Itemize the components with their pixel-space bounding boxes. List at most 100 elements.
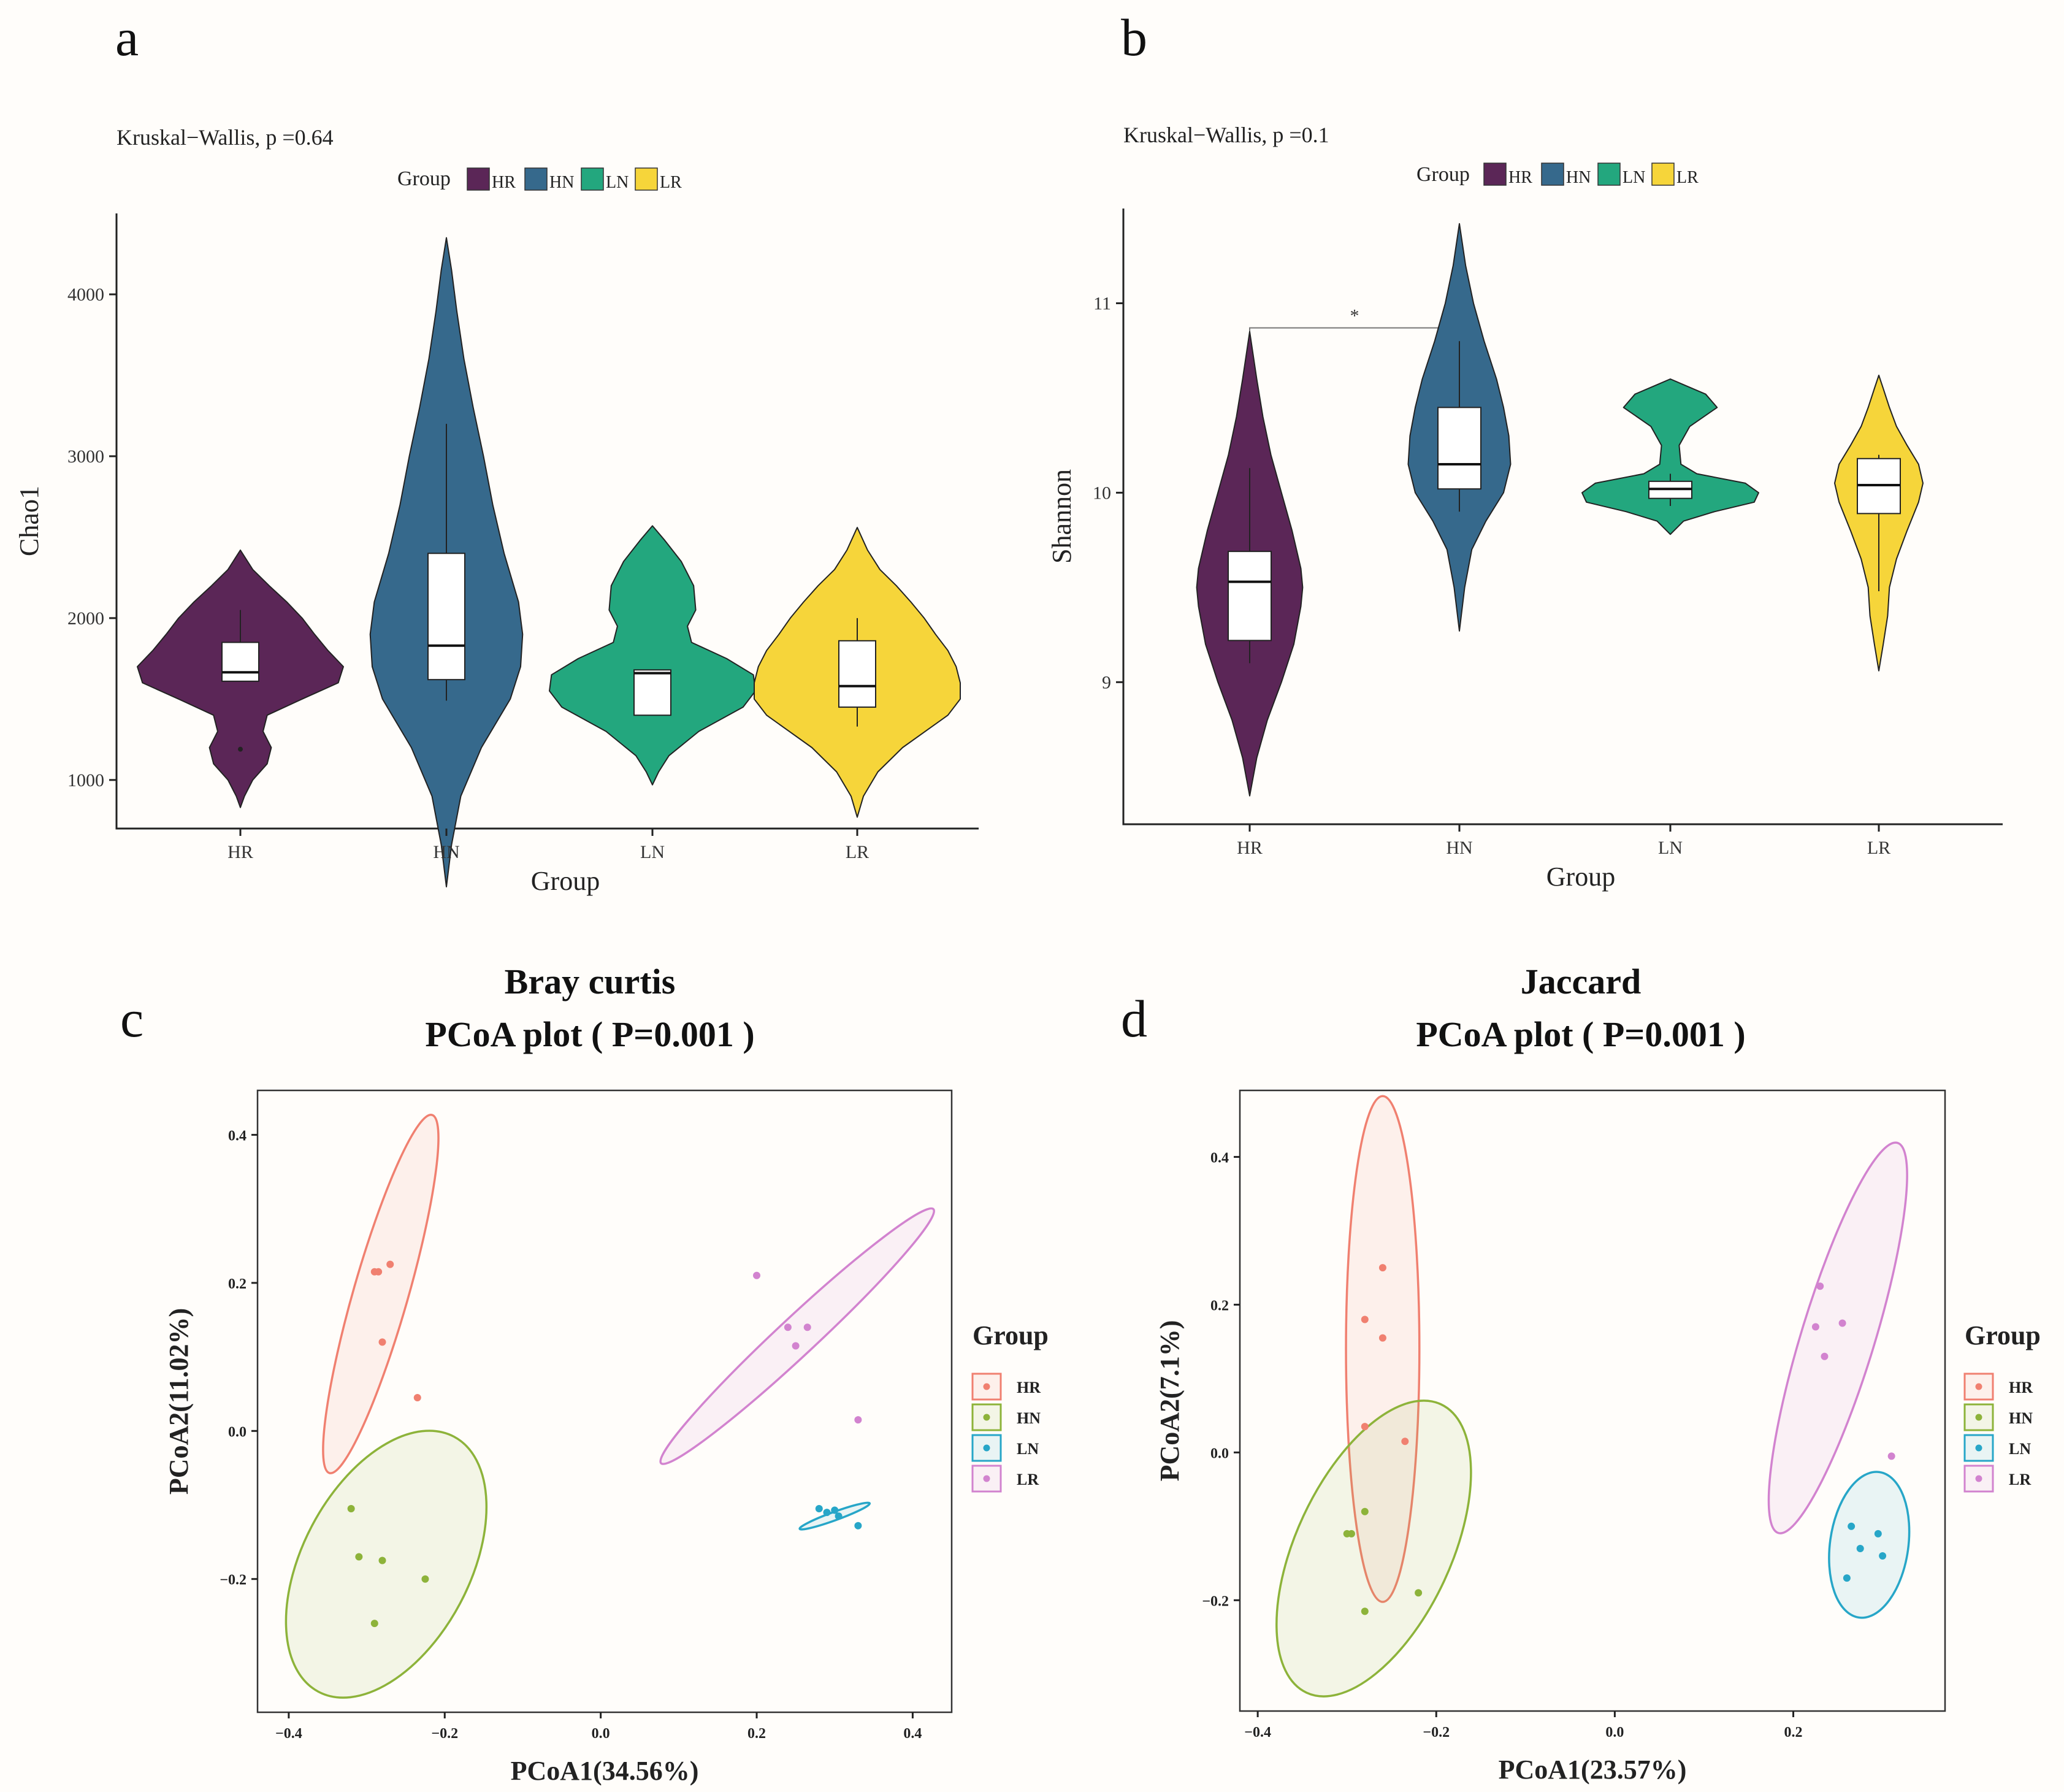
panel-a-legend-title: Group (397, 167, 451, 190)
legend-label-hn: HN (2009, 1409, 2033, 1427)
x-tick-label: −0.2 (1423, 1725, 1450, 1740)
point-hr (378, 1338, 386, 1346)
point-hr (1401, 1438, 1409, 1445)
legend-label-hr: HR (2009, 1379, 2033, 1396)
point-lr (1816, 1282, 1824, 1290)
panel-d-title-line2: PCoA plot ( P=0.001 ) (1416, 1014, 1745, 1054)
x-tick-label-hn: HN (1446, 838, 1472, 858)
y-tick-label: 0.0 (228, 1424, 247, 1440)
point-hr (375, 1268, 383, 1276)
x-tick-label-lr: LR (1867, 838, 1890, 858)
point-hn (1361, 1507, 1369, 1515)
box-hn (427, 553, 465, 681)
panel-a-stat: Kruskal−Wallis, p =0.64 (117, 125, 334, 150)
legend-key-hr (1483, 163, 1507, 186)
panel-c-letter: c (120, 989, 143, 1048)
y-tick-label: 0.4 (228, 1128, 247, 1144)
y-tick-label: 1000 (67, 770, 104, 791)
box-lr (838, 640, 876, 708)
y-axis-title: PCoA2(7.1%) (1155, 1320, 1185, 1482)
x-tick-label: −0.4 (1244, 1725, 1271, 1740)
panel-b-stat: Kruskal−Wallis, p =0.1 (1123, 123, 1329, 147)
y-tick-label: 2000 (67, 608, 104, 629)
point-lr (854, 1416, 862, 1424)
pcoa-legend: Group HR HN LN LR (1963, 1320, 2041, 1493)
x-tick-label: 0.4 (903, 1726, 922, 1742)
legend-key-ln (1597, 163, 1621, 186)
confidence-ellipse-hr (322, 1114, 440, 1474)
point-ln (815, 1505, 823, 1513)
legend-label-ln: LN (1017, 1440, 1039, 1458)
x-axis-title: PCoA1(34.56%) (511, 1756, 699, 1786)
x-axis-title: Group (1546, 862, 1615, 892)
box-hr (221, 641, 259, 682)
legend-dot-hr (983, 1383, 990, 1390)
point-hn (370, 1620, 378, 1628)
point-hn (1361, 1607, 1369, 1615)
legend-dot-lr (1975, 1475, 1982, 1482)
y-tick-label: −0.2 (220, 1572, 247, 1588)
point-lr (1811, 1323, 1819, 1331)
confidence-ellipse-hn (1275, 1400, 1472, 1698)
legend-label-lr: LR (660, 173, 682, 192)
point-lr (792, 1342, 800, 1350)
point-hn (1347, 1530, 1355, 1537)
x-tick-label: 0.0 (1605, 1725, 1624, 1740)
point-lr (1887, 1452, 1895, 1460)
legend-label-lr: LR (1017, 1471, 1039, 1488)
x-tick-label-lr: LR (846, 842, 869, 862)
y-tick-label: 0.2 (1210, 1298, 1229, 1314)
axes-lines (1122, 209, 2003, 825)
comparison-bracket (1249, 327, 1460, 347)
plot-frame (1239, 1089, 1946, 1712)
y-axis-title: PCoA2(11.02%) (164, 1308, 194, 1495)
x-tick-label: −0.2 (431, 1726, 458, 1742)
legend-key-lr (635, 167, 658, 191)
x-tick-label-hn: HN (433, 842, 459, 862)
legend-key-hn (1541, 163, 1564, 186)
panel-b-legend-title: Group (1416, 163, 1470, 186)
box-hn (1437, 407, 1481, 490)
panel-b-legend: Group HR HN LN LR (1416, 163, 1699, 187)
point-ln (1856, 1544, 1864, 1552)
y-axis-title: Chao1 (14, 486, 44, 556)
x-tick-label-hr: HR (1237, 838, 1263, 858)
legend-dot-hn (1975, 1414, 1982, 1421)
point-hn (378, 1557, 386, 1564)
point-ln (1848, 1522, 1856, 1530)
y-tick-label: 9 (1102, 672, 1111, 692)
axes-lines (115, 213, 979, 830)
legend-label-hr: HR (1017, 1379, 1041, 1396)
point-lr (753, 1271, 761, 1279)
point-lr (803, 1323, 811, 1331)
legend-key-lr (1651, 163, 1675, 186)
point-lr (1821, 1352, 1829, 1360)
point-ln (1843, 1574, 1851, 1582)
point-hr (386, 1260, 394, 1268)
plot-area (285, 1114, 936, 1699)
violin-ln (1581, 378, 1759, 535)
confidence-ellipse-hr (1345, 1095, 1421, 1603)
pcoa-legend-title: Group (1965, 1320, 2041, 1350)
point-ln (1879, 1552, 1887, 1560)
plot-area (1275, 1095, 1911, 1698)
x-tick-label: −0.4 (275, 1726, 302, 1742)
y-tick-label: 10 (1093, 483, 1111, 503)
confidence-ellipse-lr (1767, 1141, 1908, 1534)
point-hr (1361, 1423, 1369, 1431)
legend-key-hr (467, 167, 490, 191)
point-hn (1415, 1589, 1423, 1597)
box-hr (1228, 551, 1272, 641)
legend-label-ln: LN (1623, 168, 1645, 187)
y-tick-label: 0.4 (1210, 1150, 1229, 1166)
legend-label-hn: HN (1017, 1409, 1041, 1427)
panel-d-letter: d (1121, 989, 1147, 1048)
legend-dot-hr (1975, 1383, 1982, 1390)
legend-label-lr: LR (2009, 1471, 2031, 1488)
chart-a-chao1-violin: 1000 2000 3000 4000 HR HN LN LR Group Chao1 (14, 213, 979, 896)
x-axis-title: Group (531, 866, 600, 896)
panel-c-title-line1: Bray curtis (505, 962, 676, 1001)
panel-b-letter: b (1121, 8, 1147, 67)
chart-b-shannon-violin: 9 10 11 * HR HN LN LR Group Shannon (1047, 209, 2003, 892)
panel-c-title-line2: PCoA plot ( P=0.001 ) (425, 1014, 754, 1054)
